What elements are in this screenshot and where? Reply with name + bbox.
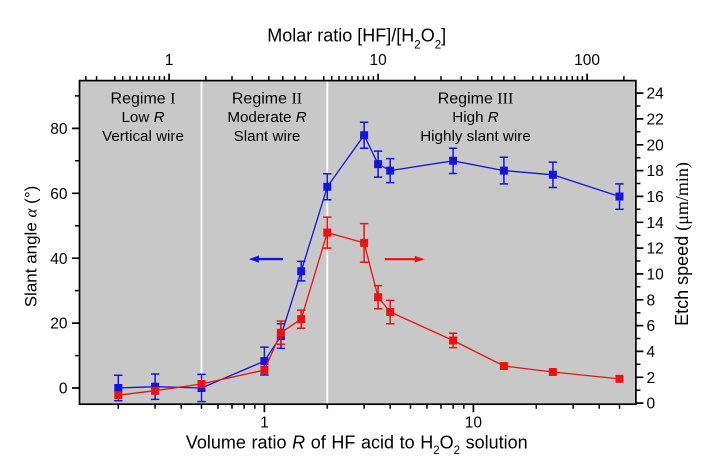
svg-text:40: 40	[50, 251, 68, 268]
svg-text:Slant wire: Slant wire	[234, 128, 301, 145]
svg-text:18: 18	[647, 163, 664, 180]
svg-text:20: 20	[647, 137, 665, 154]
svg-text:14: 14	[647, 215, 665, 232]
svg-text:Regime II: Regime II	[232, 90, 302, 107]
svg-text:High R: High R	[452, 109, 498, 126]
svg-text:4: 4	[647, 344, 656, 361]
svg-text:24: 24	[647, 86, 665, 103]
svg-text:20: 20	[50, 316, 68, 333]
svg-text:Regime I: Regime I	[111, 90, 176, 107]
svg-text:Slant angle α (°): Slant angle α (°)	[21, 186, 40, 308]
svg-text:Vertical wire: Vertical wire	[102, 128, 184, 145]
svg-text:22: 22	[647, 112, 664, 129]
svg-text:12: 12	[647, 241, 664, 258]
svg-text:100: 100	[574, 52, 600, 69]
svg-text:16: 16	[647, 189, 664, 206]
svg-text:1: 1	[260, 414, 269, 431]
svg-text:0: 0	[647, 396, 656, 413]
svg-text:2: 2	[647, 370, 656, 387]
svg-text:Regime III: Regime III	[438, 90, 514, 107]
svg-text:1: 1	[165, 52, 174, 69]
svg-text:10: 10	[465, 414, 483, 431]
svg-text:60: 60	[50, 186, 68, 203]
svg-text:6: 6	[647, 318, 656, 335]
svg-text:10: 10	[369, 52, 387, 69]
svg-text:Moderate R: Moderate R	[227, 109, 306, 126]
svg-text:8: 8	[647, 292, 656, 309]
svg-text:Etch speed (μm/min): Etch speed (μm/min)	[672, 162, 693, 326]
svg-text:Highly slant wire: Highly slant wire	[420, 128, 531, 145]
svg-text:80: 80	[50, 121, 68, 138]
svg-text:10: 10	[647, 267, 665, 284]
svg-text:Low R: Low R	[121, 109, 164, 126]
svg-text:0: 0	[59, 381, 68, 398]
